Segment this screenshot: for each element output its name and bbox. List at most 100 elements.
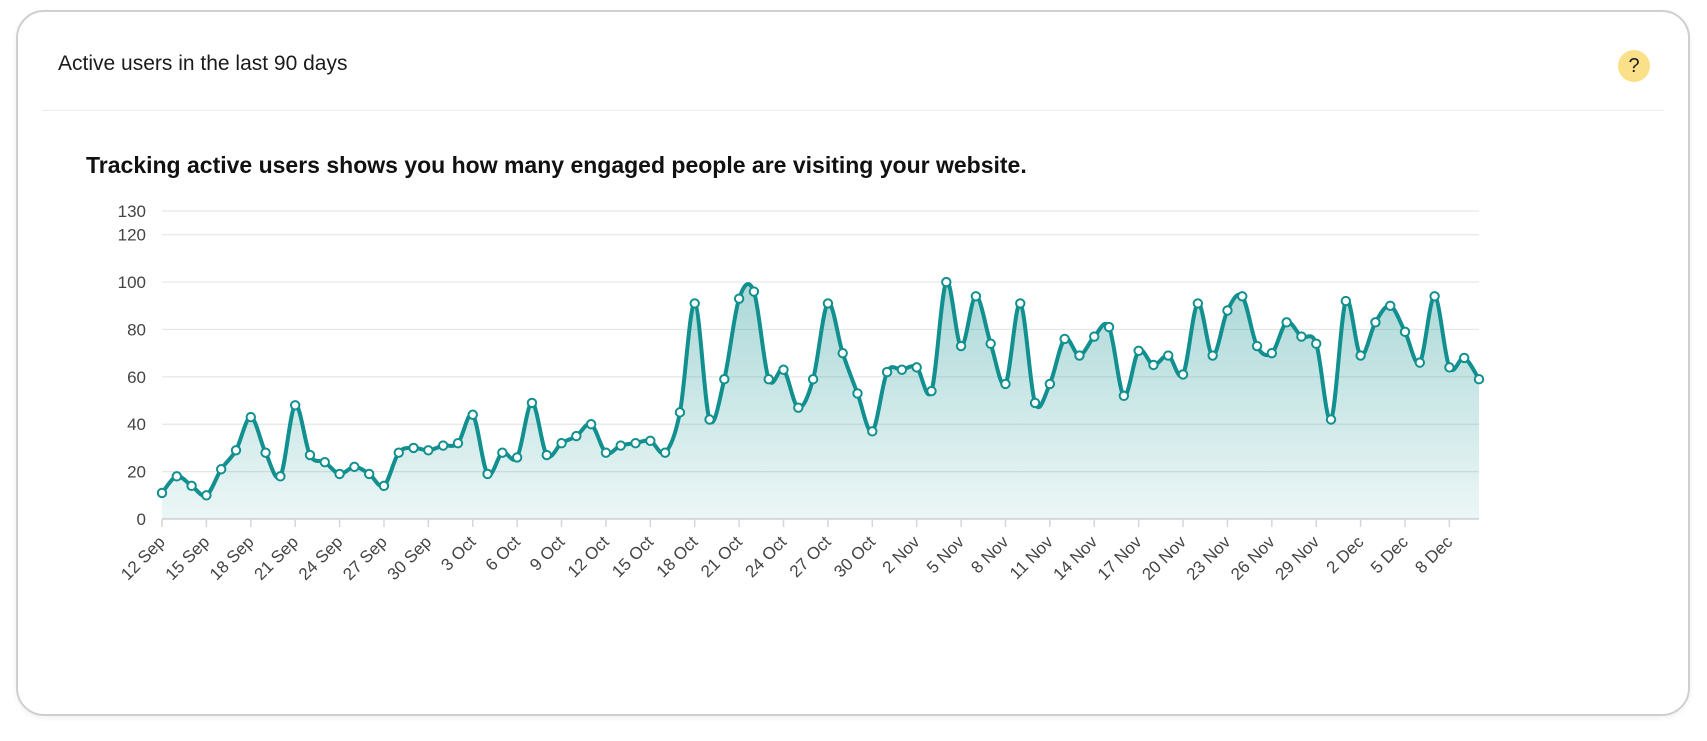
data-point[interactable] — [497, 447, 508, 458]
data-point[interactable] — [275, 471, 286, 482]
data-point[interactable] — [1459, 352, 1470, 364]
data-point[interactable] — [1222, 305, 1233, 316]
data-point[interactable] — [556, 437, 567, 449]
x-tick-label: 20 Nov — [1138, 532, 1190, 584]
data-point[interactable] — [511, 452, 523, 463]
data-point[interactable] — [645, 435, 656, 447]
x-tick-label: 17 Nov — [1094, 532, 1146, 584]
data-point[interactable] — [585, 419, 597, 430]
data-point[interactable] — [1385, 300, 1396, 311]
data-point[interactable] — [1311, 338, 1322, 349]
data-point[interactable] — [689, 298, 700, 309]
data-point[interactable] — [363, 468, 375, 480]
data-point[interactable] — [260, 447, 271, 458]
data-point[interactable] — [1192, 298, 1204, 309]
data-point[interactable] — [778, 364, 789, 375]
data-point[interactable] — [571, 430, 582, 442]
data-point[interactable] — [319, 456, 330, 468]
data-point[interactable] — [941, 276, 952, 288]
data-point[interactable] — [837, 347, 848, 359]
data-point[interactable] — [1444, 362, 1455, 373]
data-point[interactable] — [186, 480, 197, 492]
data-point[interactable] — [733, 293, 745, 304]
data-point[interactable] — [1399, 326, 1411, 338]
data-point[interactable] — [1015, 298, 1026, 309]
data-point[interactable] — [393, 447, 404, 458]
data-point[interactable] — [955, 340, 967, 352]
data-point[interactable] — [719, 374, 730, 385]
data-point[interactable] — [1133, 345, 1144, 356]
data-point[interactable] — [867, 426, 878, 437]
data-point[interactable] — [378, 480, 390, 492]
data-point[interactable] — [1325, 414, 1337, 425]
data-point[interactable] — [156, 487, 168, 499]
data-point[interactable] — [1148, 359, 1159, 371]
x-tick-label: 12 Oct — [564, 532, 613, 581]
data-point[interactable] — [1266, 347, 1278, 359]
help-button[interactable]: ? — [1618, 50, 1650, 82]
data-point[interactable] — [423, 445, 434, 456]
data-point[interactable] — [289, 400, 301, 411]
data-point[interactable] — [1074, 350, 1085, 361]
data-point[interactable] — [793, 402, 804, 413]
data-point[interactable] — [1473, 374, 1485, 385]
data-point[interactable] — [437, 440, 449, 451]
data-point[interactable] — [852, 388, 863, 399]
data-point[interactable] — [1044, 378, 1056, 390]
data-point[interactable] — [1000, 378, 1011, 390]
data-point[interactable] — [985, 338, 996, 349]
data-point[interactable] — [1370, 317, 1381, 328]
data-point[interactable] — [467, 409, 478, 420]
data-point[interactable] — [408, 442, 419, 454]
data-point[interactable] — [541, 449, 552, 461]
data-point[interactable] — [171, 471, 182, 482]
data-point[interactable] — [807, 374, 819, 385]
data-point[interactable] — [1059, 333, 1070, 345]
data-point[interactable] — [704, 414, 715, 425]
data-point[interactable] — [1296, 331, 1307, 342]
data-point[interactable] — [1355, 350, 1366, 361]
data-point[interactable] — [896, 364, 908, 375]
y-tick-label: 80 — [127, 320, 146, 339]
data-point[interactable] — [926, 385, 937, 397]
data-point[interactable] — [822, 298, 834, 309]
x-tick-label: 5 Nov — [923, 532, 968, 577]
data-point[interactable] — [1177, 369, 1189, 380]
data-point[interactable] — [881, 366, 893, 378]
data-point[interactable] — [1251, 340, 1263, 352]
data-point[interactable] — [1103, 321, 1115, 333]
data-point[interactable] — [1237, 291, 1248, 302]
data-point[interactable] — [230, 445, 242, 456]
chart-subtitle: Tracking active users shows you how many… — [86, 152, 1027, 178]
data-point[interactable] — [482, 468, 493, 480]
data-point[interactable] — [1207, 350, 1218, 361]
data-point[interactable] — [630, 437, 641, 449]
data-point[interactable] — [1429, 291, 1440, 302]
data-point[interactable] — [245, 411, 256, 423]
data-point[interactable] — [201, 490, 212, 501]
data-point[interactable] — [526, 397, 538, 409]
data-point[interactable] — [615, 440, 626, 451]
data-point[interactable] — [659, 447, 671, 458]
x-tick-label: 24 Oct — [741, 532, 790, 581]
x-tick-label: 24 Sep — [295, 532, 347, 584]
data-point[interactable] — [452, 437, 464, 449]
data-point[interactable] — [1281, 317, 1292, 328]
data-point[interactable] — [748, 286, 760, 297]
data-point[interactable] — [1089, 331, 1100, 342]
data-point[interactable] — [1029, 397, 1041, 409]
data-point[interactable] — [304, 449, 316, 461]
data-point[interactable] — [1414, 357, 1426, 368]
data-point[interactable] — [970, 291, 982, 302]
data-point[interactable] — [1163, 350, 1174, 361]
data-point[interactable] — [1118, 390, 1130, 401]
data-point[interactable] — [1340, 295, 1352, 307]
data-point[interactable] — [349, 461, 360, 473]
x-tick-label: 5 Dec — [1367, 532, 1412, 577]
data-point[interactable] — [600, 447, 612, 458]
data-point[interactable] — [911, 362, 922, 373]
data-point[interactable] — [215, 464, 227, 475]
data-point[interactable] — [334, 468, 345, 480]
data-point[interactable] — [763, 374, 774, 385]
data-point[interactable] — [674, 407, 686, 418]
